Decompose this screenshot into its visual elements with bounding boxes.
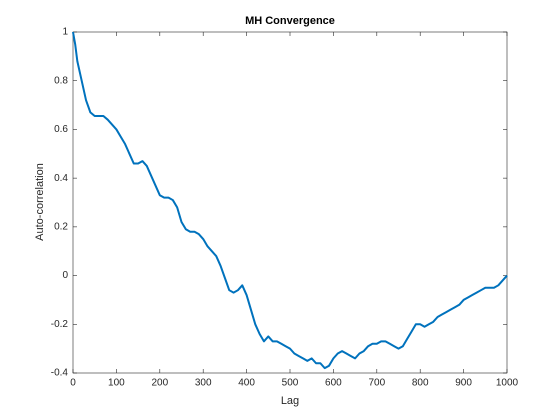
y-tick-label: 0 [62, 270, 68, 281]
data-line [72, 31, 508, 370]
chart-title: MH Convergence [245, 15, 335, 27]
y-tick-label: -0.4 [51, 368, 69, 379]
x-tick-label: 600 [325, 378, 342, 389]
y-tick-label: 0.4 [54, 173, 68, 184]
y-tick-label: 0.2 [54, 221, 68, 232]
y-tick-label: -0.2 [51, 319, 69, 330]
plot-area [72, 31, 508, 374]
x-tick-label: 100 [108, 378, 125, 389]
x-tick-label: 300 [195, 378, 212, 389]
x-tick-label: 1000 [496, 378, 519, 389]
x-tick-label: 500 [282, 378, 299, 389]
x-tick-label: 200 [151, 378, 168, 389]
x-tick-label: 400 [238, 378, 255, 389]
x-tick-label: 700 [368, 378, 385, 389]
x-tick-label: 0 [70, 378, 76, 389]
y-axis-label: Auto-correlation [34, 163, 46, 241]
x-tick-label: 900 [455, 378, 472, 389]
y-tick-label: 1 [62, 27, 68, 38]
x-axis-label: Lag [281, 395, 299, 407]
y-tick-label: 0.6 [54, 124, 68, 135]
y-tick-label: 0.8 [54, 75, 68, 86]
x-tick-label: 800 [412, 378, 429, 389]
